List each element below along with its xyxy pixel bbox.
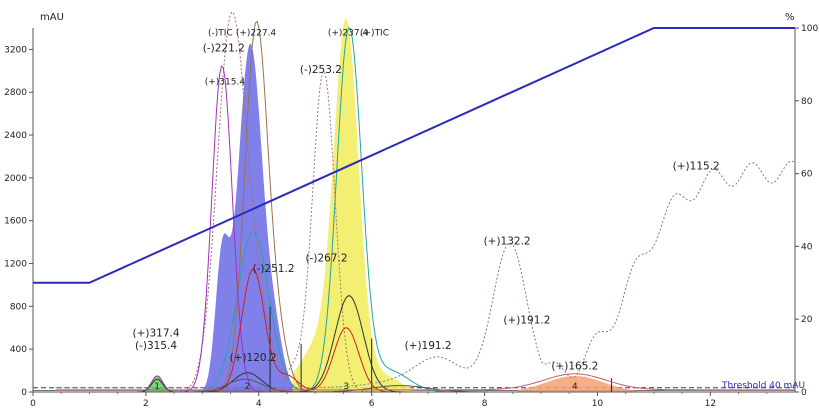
peak-annotation: (+)317.4 (132, 327, 179, 339)
peak-3-fill (292, 18, 412, 392)
trace-plus-165-2 (55, 373, 794, 391)
x-tick-label: 10 (592, 399, 604, 409)
right-tick-label: 40 (801, 242, 813, 252)
left-tick-label: 1200 (4, 260, 27, 270)
peak-annotation: (+)315.4 (205, 78, 246, 88)
annotation-layer: (+)317.4(-)315.4 (-)TIC (+)227.4 (-)221.2 (+… (132, 29, 719, 373)
x-tick-label: 8 (482, 399, 488, 409)
right-axis-unit: % (785, 12, 795, 23)
right-tick-label: 100 (801, 24, 818, 34)
left-axis-unit: mAU (40, 12, 64, 23)
left-tick-label: 400 (10, 345, 27, 355)
peak-annotation: (+)165.2 (551, 361, 598, 373)
peak-annotation: (-)221.2 (203, 43, 245, 55)
peak-annotation: (+)227.4 (236, 29, 277, 39)
peak-annotation: (-)253.2 (300, 64, 342, 76)
peak-1-id-label: 1 (154, 382, 160, 392)
peak-annotation: (+)120.2 (230, 352, 277, 364)
left-tick-label: 2000 (4, 174, 27, 184)
peak-annotation: (+)115.2 (673, 160, 720, 172)
peak-annotation: (+)191.2 (405, 340, 452, 352)
x-tick-label: 6 (369, 399, 375, 409)
peak-3-id-label: 3 (343, 382, 349, 392)
right-tick-label: 60 (801, 170, 813, 180)
gradient-line (33, 27, 795, 284)
peak-4-fill (518, 375, 637, 392)
left-tick-label: 2800 (4, 88, 27, 98)
peak-annotation: (+)TIC (360, 29, 389, 39)
peak-annotation: (-)315.4 (135, 340, 177, 352)
trace-plus-132-2 (55, 160, 795, 389)
peak-fill-layer: 1 2 3 4 (140, 18, 637, 393)
left-tick-label: 1600 (4, 217, 27, 227)
left-tick-label: 2400 (4, 131, 27, 141)
peak-annotation: (+)237.4 (328, 29, 369, 39)
peak-annotation: (+)132.2 (484, 235, 531, 247)
left-tick-label: 3200 (4, 45, 27, 55)
peak-annotation: (-)251.2 (252, 263, 294, 275)
x-tick-label: 2 (143, 399, 149, 409)
x-tick-label: 0 (30, 399, 36, 409)
x-tick-label: 4 (256, 399, 262, 409)
peak-4-id-label: 4 (572, 382, 578, 392)
left-tick-label: 800 (10, 302, 27, 312)
left-tick-label: 0 (21, 388, 27, 398)
peak-annotation: (+)191.2 (503, 315, 550, 327)
peak-2-fill (202, 43, 299, 393)
right-tick-label: 20 (801, 315, 813, 325)
peak-2-id-label: 2 (245, 382, 251, 392)
threshold-label: Threshold 40 mAU (721, 381, 805, 391)
right-tick-label: 80 (801, 97, 813, 107)
x-tick-label: 12 (705, 399, 716, 409)
axis-layer: mAU % 0400800120016002000240028003200020… (4, 12, 818, 409)
right-tick-label: 0 (801, 388, 807, 398)
peak-annotation: (-)267.2 (305, 252, 347, 264)
peak-annotation: (-)TIC (208, 29, 233, 39)
